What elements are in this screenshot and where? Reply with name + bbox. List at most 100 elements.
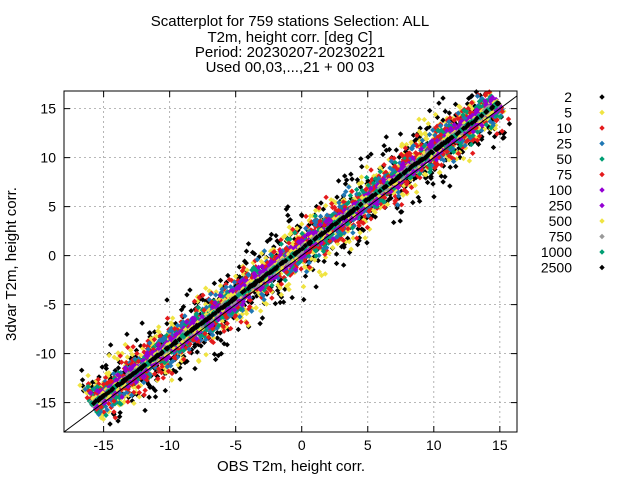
data-point	[136, 389, 143, 396]
data-point	[188, 308, 194, 314]
data-point	[249, 249, 256, 256]
data-point	[340, 199, 347, 205]
data-point	[213, 292, 219, 298]
data-point	[157, 343, 163, 349]
data-point	[320, 206, 327, 212]
data-point	[160, 375, 167, 381]
data-point	[133, 337, 140, 343]
data-point	[196, 294, 202, 301]
data-point	[139, 320, 145, 326]
data-point	[186, 346, 192, 352]
data-point	[311, 218, 318, 224]
data-point	[348, 171, 354, 177]
data-point	[483, 90, 489, 97]
data-point	[354, 235, 360, 241]
data-point	[364, 164, 370, 170]
data-point	[380, 151, 386, 158]
data-point	[316, 205, 322, 211]
data-point	[212, 356, 219, 363]
data-point	[236, 264, 243, 270]
data-point	[141, 342, 147, 349]
data-point	[453, 163, 459, 170]
data-point	[430, 181, 436, 187]
data-point	[393, 147, 400, 153]
data-point	[128, 347, 134, 354]
data-point	[365, 154, 371, 160]
data-point	[165, 368, 172, 374]
data-point	[217, 283, 224, 289]
data-point	[398, 209, 404, 215]
data-point	[316, 269, 323, 275]
data-point	[470, 150, 476, 156]
data-point	[122, 341, 128, 348]
data-point	[330, 244, 336, 251]
data-point	[184, 292, 190, 298]
data-point	[340, 237, 347, 244]
data-point	[451, 117, 457, 124]
data-point	[285, 212, 291, 219]
data-point	[395, 193, 402, 199]
data-point	[392, 193, 399, 200]
data-point	[125, 399, 131, 405]
data-point	[257, 320, 263, 327]
data-point	[346, 238, 352, 245]
data-point	[334, 233, 341, 240]
data-point	[381, 162, 387, 168]
data-point	[326, 250, 332, 256]
data-point	[235, 326, 242, 333]
data-point	[368, 216, 374, 222]
data-point	[130, 344, 136, 350]
data-point	[194, 349, 200, 355]
grid-lines	[64, 91, 517, 432]
data-point	[142, 407, 148, 414]
data-point	[409, 145, 415, 152]
data-point	[415, 194, 422, 201]
data-point	[381, 142, 387, 149]
data-point	[410, 199, 416, 206]
data-point	[226, 276, 233, 283]
data-point	[390, 219, 397, 226]
data-point	[466, 158, 473, 164]
data-point	[123, 359, 130, 366]
data-point	[152, 371, 158, 377]
data-point	[328, 200, 335, 207]
data-point	[412, 182, 418, 189]
data-point	[278, 241, 284, 247]
data-point	[336, 199, 342, 206]
data-point	[323, 202, 329, 209]
data-point	[499, 128, 505, 134]
data-point	[151, 336, 158, 343]
data-point	[223, 284, 229, 290]
data-point	[440, 163, 447, 169]
data-point	[398, 151, 404, 158]
data-point	[134, 350, 140, 357]
data-point	[121, 398, 128, 405]
data-point	[384, 201, 391, 208]
data-point	[227, 325, 234, 332]
data-point	[334, 240, 341, 247]
data-point	[358, 156, 364, 162]
data-point	[328, 197, 334, 203]
data-point	[372, 209, 378, 216]
data-point	[397, 131, 404, 137]
data-point	[474, 93, 481, 99]
data-point	[116, 413, 123, 420]
data-point	[442, 174, 448, 180]
data-point	[397, 218, 403, 224]
data-point	[381, 204, 388, 211]
data-point	[125, 344, 131, 351]
data-point	[271, 244, 277, 250]
data-point	[210, 339, 216, 346]
data-point	[364, 240, 370, 246]
data-point	[431, 194, 437, 200]
data-point	[313, 284, 319, 290]
data-point	[152, 387, 158, 394]
data-point	[446, 110, 453, 116]
data-point	[225, 272, 231, 279]
data-point	[221, 328, 227, 334]
data-point	[307, 213, 314, 219]
data-point	[137, 343, 144, 349]
data-point	[365, 213, 371, 219]
data-point	[224, 320, 230, 327]
data-point	[259, 315, 266, 321]
